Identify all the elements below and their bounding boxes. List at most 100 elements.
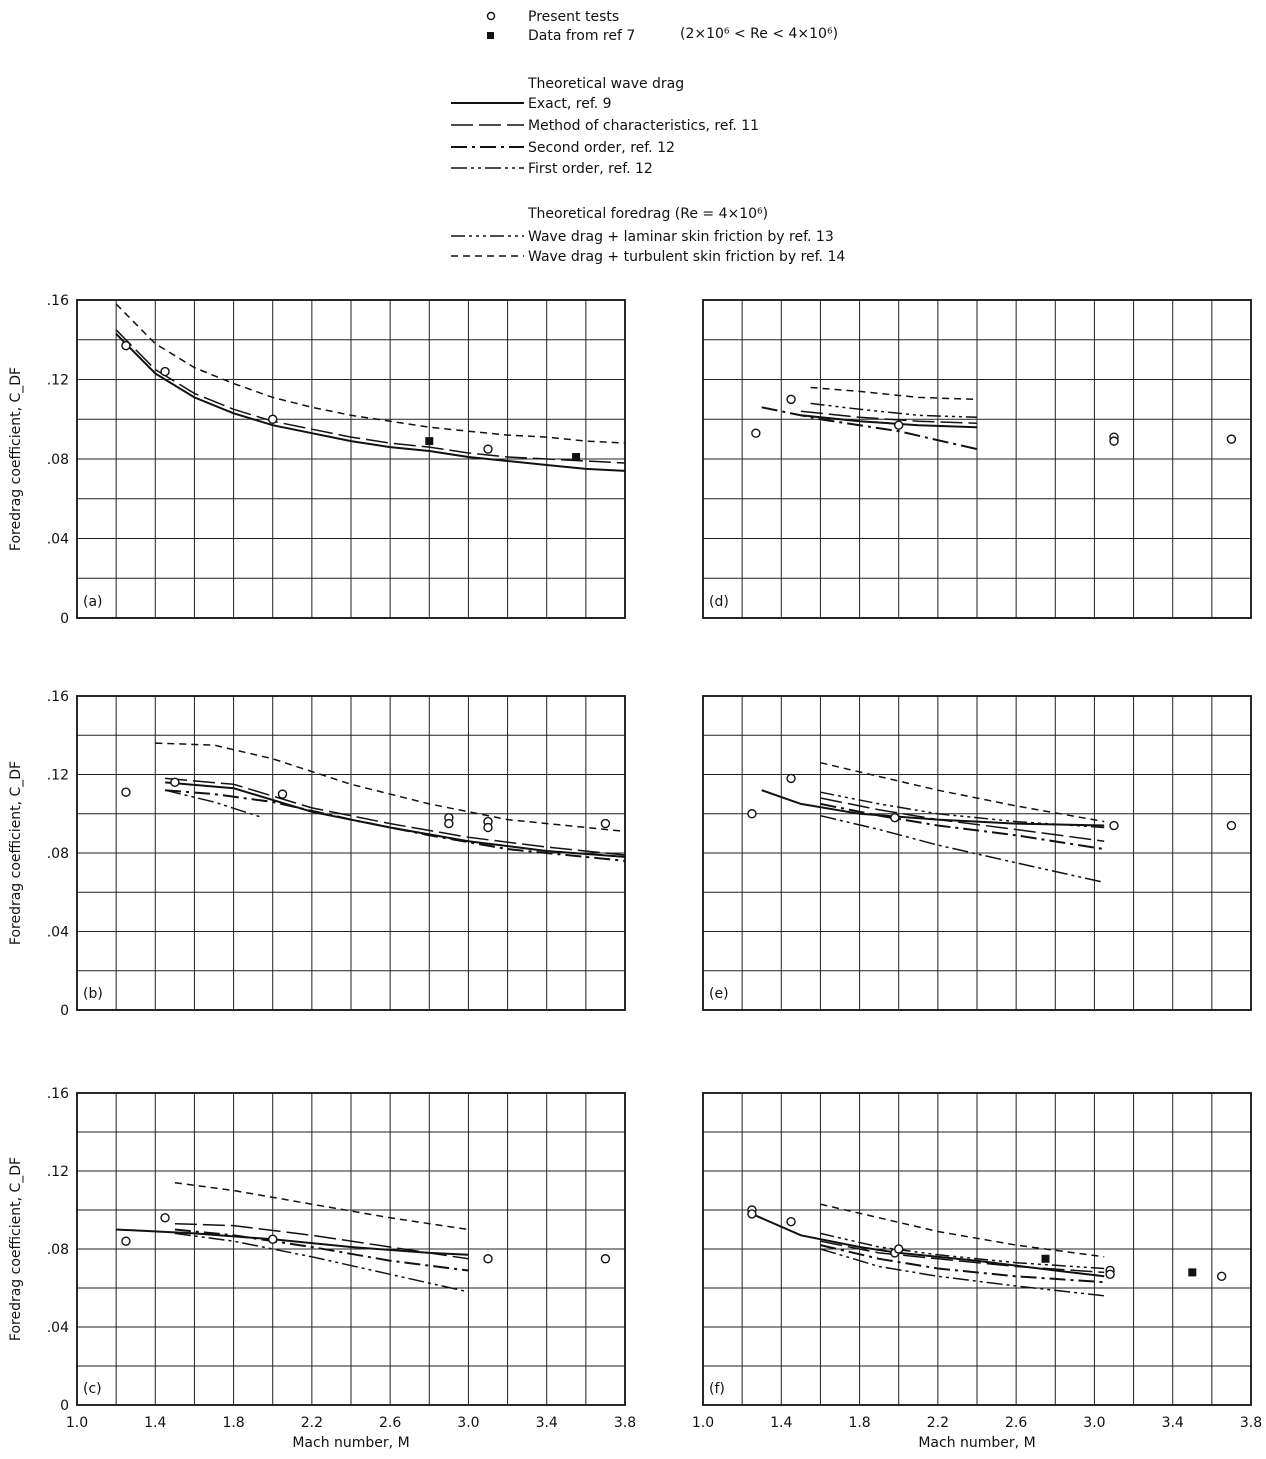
y-tick-label: .04 <box>47 925 69 941</box>
legend-wave-drag-heading: Theoretical wave drag <box>527 76 684 92</box>
panel-f: 1.0 1.4 1.8 2.2 2.6 3.0 3.4 3.8 Mach number, M (f… <box>692 1092 1262 1451</box>
series-line <box>165 777 626 856</box>
series-line <box>820 814 1105 884</box>
y-tick-label: .16 <box>47 689 69 705</box>
series-line <box>115 303 626 444</box>
x-tick-label: 2.6 <box>1005 1415 1027 1431</box>
x-tick-label: 3.4 <box>1162 1415 1184 1431</box>
series-line <box>165 789 626 862</box>
y-tick-label: .12 <box>47 373 69 389</box>
panel-e: (e) <box>702 695 1252 1011</box>
present-tests-point <box>1226 820 1237 831</box>
series-line <box>115 329 626 464</box>
series-line <box>174 1228 469 1272</box>
legend-reynolds-note: (2×10⁶ < Re < 4×10⁶) <box>680 26 838 42</box>
present-tests-point <box>160 366 170 377</box>
plot-frame <box>702 299 1252 619</box>
y-tick-label: .08 <box>47 452 69 468</box>
x-tick-label: 3.4 <box>536 1415 558 1431</box>
x-tick-label: 1.0 <box>66 1415 88 1431</box>
present-tests-point <box>444 818 454 829</box>
series-line <box>800 414 978 429</box>
y-tick-label: .12 <box>47 1164 69 1180</box>
present-tests-point <box>483 1254 493 1264</box>
present-tests-point <box>121 787 131 797</box>
present-tests-point <box>894 420 904 430</box>
panel-b: 0 .04 .08 .12 .16 Foredrag coefficient, C_DF (… <box>8 689 626 1019</box>
series-line <box>820 1232 1105 1270</box>
series-line <box>820 1240 1105 1274</box>
present-tests-point <box>483 444 493 454</box>
present-tests-point <box>121 1236 131 1246</box>
legend-second-order-label: Second order, ref. 12 <box>528 140 675 156</box>
legend-exact-label: Exact, ref. 9 <box>528 96 612 112</box>
y-axis-title: Foredrag coefficient, C_DF <box>8 761 24 945</box>
series-line <box>155 742 626 833</box>
series-line <box>810 386 978 401</box>
x-tick-label: 3.8 <box>1240 1415 1262 1431</box>
present-tests-point <box>160 1213 170 1223</box>
series-line <box>761 789 1105 827</box>
plot-frame <box>702 695 1252 1011</box>
legend: Present tests Data from ref 7 (2×10⁶ < R… <box>451 9 845 265</box>
y-tick-label: .04 <box>47 532 69 548</box>
plot-frame <box>76 299 626 619</box>
present-tests-point <box>1226 434 1237 444</box>
present-tests-point <box>268 414 278 424</box>
series-line <box>820 1248 1105 1297</box>
legend-turbulent-label: Wave drag + turbulent skin friction by r… <box>528 249 845 265</box>
series-line <box>820 1203 1105 1258</box>
legend-moc-label: Method of characteristics, ref. 11 <box>528 118 759 134</box>
y-tick-label: 0 <box>60 1398 69 1414</box>
series-line <box>174 1232 469 1293</box>
panel-label: (a) <box>83 594 103 610</box>
series-line <box>810 402 978 419</box>
x-axis-title: Mach number, M <box>918 1435 1035 1451</box>
legend-laminar-label: Wave drag + laminar skin friction by ref… <box>528 229 834 245</box>
y-tick-label: .08 <box>47 846 69 862</box>
series-line <box>174 1181 469 1231</box>
series-line <box>820 802 1105 851</box>
plot-frame <box>76 1092 626 1406</box>
present-tests-point <box>1109 436 1119 446</box>
x-tick-label: 2.2 <box>301 1415 323 1431</box>
x-tick-label: 2.2 <box>927 1415 949 1431</box>
chart-panels: 0 .04 .08 .12 .16 Foredrag coefficient, C_DF (… <box>8 293 1262 1451</box>
x-tick-label: 3.8 <box>614 1415 636 1431</box>
present-tests-point <box>483 822 493 833</box>
present-tests-point <box>747 1209 757 1219</box>
present-tests-point <box>600 818 611 829</box>
y-tick-label: .04 <box>47 1320 69 1336</box>
x-tick-label: 3.0 <box>1083 1415 1105 1431</box>
present-tests-point <box>747 809 757 819</box>
legend-filled-square-marker <box>487 32 494 39</box>
x-tick-label: 2.6 <box>379 1415 401 1431</box>
present-tests-point <box>1105 1269 1115 1280</box>
x-tick-label: 1.8 <box>222 1415 244 1431</box>
series-line <box>820 797 1105 842</box>
y-tick-label: .08 <box>47 1242 69 1258</box>
ref7-data-point <box>572 453 581 462</box>
y-tick-label: .16 <box>47 293 69 309</box>
panel-label: (d) <box>709 594 729 610</box>
series-line <box>761 406 978 451</box>
legend-ref7-label: Data from ref 7 <box>528 28 635 44</box>
present-tests-point <box>890 812 900 823</box>
present-tests-point <box>751 428 761 438</box>
plot-frame <box>702 1092 1252 1406</box>
series-line <box>820 1244 1105 1284</box>
ref7-data-point <box>425 437 434 446</box>
y-axis-title: Foredrag coefficient, C_DF <box>8 367 24 551</box>
x-tick-label: 3.0 <box>457 1415 479 1431</box>
panel-c: 0 .04 .08 .12 .16 Foredrag coefficient, C_DF 1… <box>8 1086 636 1451</box>
y-axis-title: Foredrag coefficient, C_DF <box>8 1157 24 1341</box>
present-tests-point <box>268 1234 278 1244</box>
present-tests-point <box>786 1216 796 1227</box>
present-tests-point <box>600 1254 611 1264</box>
series-line <box>820 791 1105 829</box>
x-tick-label: 1.0 <box>692 1415 714 1431</box>
present-tests-point <box>1109 820 1119 831</box>
ref7-data-point <box>1041 1254 1050 1263</box>
y-tick-label: 0 <box>60 611 69 627</box>
